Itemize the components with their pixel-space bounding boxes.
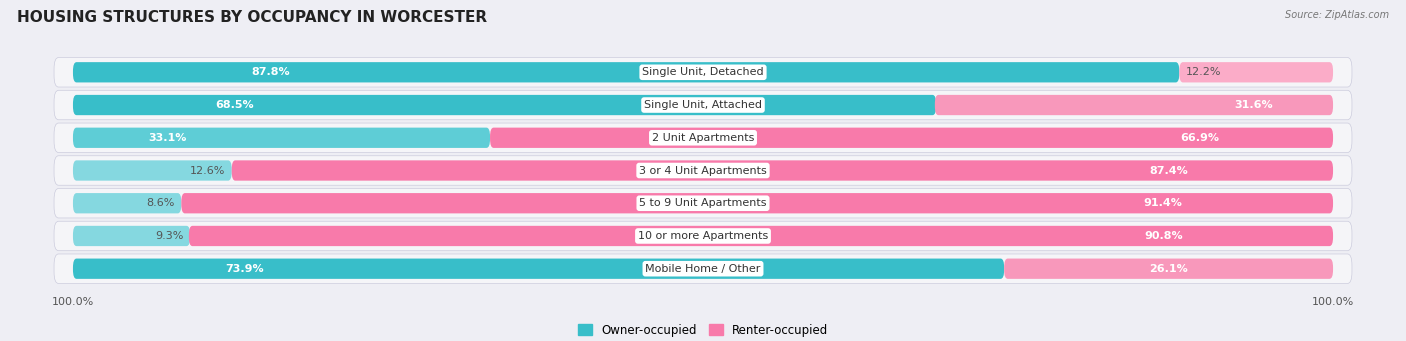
Text: 31.6%: 31.6% [1234,100,1272,110]
Text: Single Unit, Detached: Single Unit, Detached [643,67,763,77]
FancyBboxPatch shape [181,193,1333,213]
FancyBboxPatch shape [73,226,190,246]
FancyBboxPatch shape [73,62,1180,83]
Text: 2 Unit Apartments: 2 Unit Apartments [652,133,754,143]
Text: 8.6%: 8.6% [146,198,174,208]
FancyBboxPatch shape [1180,62,1333,83]
FancyBboxPatch shape [73,95,936,115]
FancyBboxPatch shape [73,128,491,148]
Text: Single Unit, Attached: Single Unit, Attached [644,100,762,110]
FancyBboxPatch shape [53,58,1353,87]
Text: 10 or more Apartments: 10 or more Apartments [638,231,768,241]
Text: 12.2%: 12.2% [1185,67,1222,77]
Text: Source: ZipAtlas.com: Source: ZipAtlas.com [1285,10,1389,20]
FancyBboxPatch shape [53,189,1353,218]
FancyBboxPatch shape [53,254,1353,283]
FancyBboxPatch shape [232,160,1333,181]
Text: 5 to 9 Unit Apartments: 5 to 9 Unit Apartments [640,198,766,208]
FancyBboxPatch shape [53,123,1353,152]
Text: HOUSING STRUCTURES BY OCCUPANCY IN WORCESTER: HOUSING STRUCTURES BY OCCUPANCY IN WORCE… [17,10,486,25]
Text: 9.3%: 9.3% [156,231,184,241]
FancyBboxPatch shape [53,90,1353,120]
FancyBboxPatch shape [53,156,1353,185]
Text: 66.9%: 66.9% [1180,133,1219,143]
Legend: Owner-occupied, Renter-occupied: Owner-occupied, Renter-occupied [572,319,834,341]
FancyBboxPatch shape [1004,258,1333,279]
Text: 91.4%: 91.4% [1143,198,1182,208]
Text: 3 or 4 Unit Apartments: 3 or 4 Unit Apartments [640,165,766,176]
Text: 87.4%: 87.4% [1150,165,1188,176]
Text: 26.1%: 26.1% [1149,264,1188,274]
FancyBboxPatch shape [53,221,1353,251]
FancyBboxPatch shape [73,160,232,181]
Text: 73.9%: 73.9% [225,264,264,274]
FancyBboxPatch shape [935,95,1333,115]
Text: 87.8%: 87.8% [252,67,290,77]
FancyBboxPatch shape [73,193,181,213]
Text: 68.5%: 68.5% [215,100,253,110]
FancyBboxPatch shape [491,128,1333,148]
FancyBboxPatch shape [73,258,1004,279]
Text: 90.8%: 90.8% [1144,231,1182,241]
FancyBboxPatch shape [188,226,1333,246]
Text: 12.6%: 12.6% [190,165,225,176]
Text: Mobile Home / Other: Mobile Home / Other [645,264,761,274]
Text: 33.1%: 33.1% [148,133,187,143]
